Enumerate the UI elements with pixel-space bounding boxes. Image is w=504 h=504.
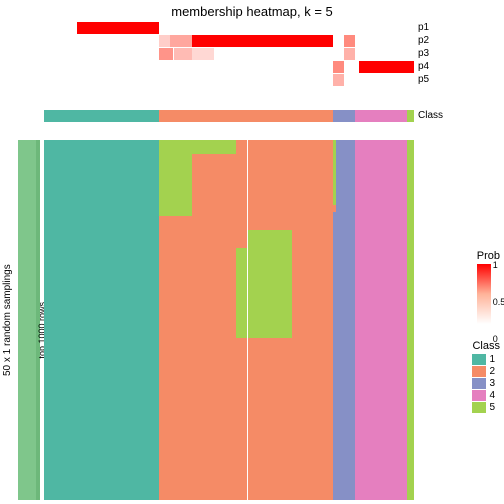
legend-item-label: 3: [489, 378, 495, 389]
legend-item-label: 2: [489, 366, 495, 377]
legend-swatch: [472, 402, 486, 413]
legend-class-item: 5: [472, 402, 500, 413]
prob-row-label: p3: [418, 48, 429, 59]
legend-class-item: 3: [472, 378, 500, 389]
class-seg: [355, 110, 407, 122]
legend-class-item: 1: [472, 354, 500, 365]
prob-seg: [44, 61, 333, 73]
heat-cell: [159, 154, 192, 215]
prob-seg: [333, 61, 344, 73]
prob-row: [44, 74, 414, 86]
heat-cell: [159, 216, 192, 500]
legend-swatch: [472, 390, 486, 401]
prob-seg: [344, 74, 414, 86]
heat-cell: [236, 338, 247, 500]
prob-seg: [159, 48, 174, 60]
heat-col: [248, 140, 292, 500]
legend-swatch: [472, 366, 486, 377]
prob-row: [44, 48, 414, 60]
prob-seg: [44, 74, 333, 86]
prob-seg: [159, 35, 170, 47]
heat-cell: [248, 230, 292, 338]
prob-row: [44, 22, 414, 34]
heat-cell: [248, 140, 292, 230]
prob-row-label: p1: [418, 22, 429, 33]
prob-seg: [344, 48, 355, 60]
class-seg: [159, 110, 333, 122]
prob-seg: [355, 48, 414, 60]
legend-class: Class 12345: [472, 340, 500, 414]
class-bar: [44, 110, 414, 122]
legend-item-label: 1: [489, 354, 495, 365]
heat-cell: [159, 140, 192, 154]
prob-seg: [355, 35, 414, 47]
prob-seg: [77, 22, 158, 34]
prob-seg: [333, 74, 344, 86]
heat-col: [336, 140, 355, 500]
heat-cell: [44, 140, 159, 500]
prob-seg: [44, 35, 159, 47]
legend-class-item: 4: [472, 390, 500, 401]
prob-row: [44, 61, 414, 73]
prob-row-label: p4: [418, 61, 429, 72]
heat-cell: [248, 338, 292, 500]
heat-cell: [192, 154, 236, 215]
heat-col: [236, 140, 247, 500]
prob-seg: [344, 35, 355, 47]
class-seg: [44, 110, 159, 122]
sampling-label: 50 x 1 random samplings: [2, 140, 13, 500]
main-heatmap: [44, 140, 414, 500]
class-seg: [333, 110, 355, 122]
heat-cell: [292, 140, 333, 500]
sampling-annotation-col: 50 x 1 random samplings: [2, 140, 16, 500]
class-seg: [407, 110, 414, 122]
prob-seg: [44, 22, 77, 34]
legend-tick: 0.5: [493, 297, 504, 307]
heat-col: [159, 140, 192, 500]
prob-row-label: p2: [418, 35, 429, 46]
heat-cell: [236, 140, 247, 248]
heat-cell: [336, 140, 355, 500]
legend-class-item: 2: [472, 366, 500, 377]
prob-gradient: [477, 264, 491, 324]
heat-cell: [236, 259, 247, 338]
legend-swatch: [472, 354, 486, 365]
legend-item-label: 4: [489, 390, 495, 401]
sampling-color-col: [18, 140, 36, 500]
prob-seg: [333, 35, 344, 47]
legend-prob: Prob 10.50: [477, 250, 500, 324]
class-bar-label: Class: [418, 110, 443, 121]
prob-seg: [192, 48, 214, 60]
heat-cell: [192, 216, 236, 500]
prob-seg: [192, 35, 333, 47]
prob-seg: [174, 48, 193, 60]
heat-cell: [236, 248, 247, 259]
prob-row: [44, 35, 414, 47]
legend-class-title: Class: [472, 340, 500, 352]
probability-rows: [44, 22, 414, 87]
legend-swatch: [472, 378, 486, 389]
heat-col: [292, 140, 333, 500]
prob-seg: [159, 22, 414, 34]
heat-col: [192, 140, 236, 500]
legend-tick: 1: [493, 260, 498, 270]
legend-item-label: 5: [489, 402, 495, 413]
heat-col: [355, 140, 407, 500]
heat-col: [407, 140, 414, 500]
prob-seg: [44, 48, 159, 60]
chart-title: membership heatmap, k = 5: [0, 4, 504, 19]
heat-cell: [192, 140, 236, 154]
prob-seg: [359, 61, 415, 73]
prob-seg: [170, 35, 192, 47]
prob-seg: [344, 61, 359, 73]
prob-seg: [214, 48, 344, 60]
heat-cell: [407, 140, 414, 500]
heat-col: [44, 140, 159, 500]
prob-row-label: p5: [418, 74, 429, 85]
heat-cell: [355, 140, 407, 500]
